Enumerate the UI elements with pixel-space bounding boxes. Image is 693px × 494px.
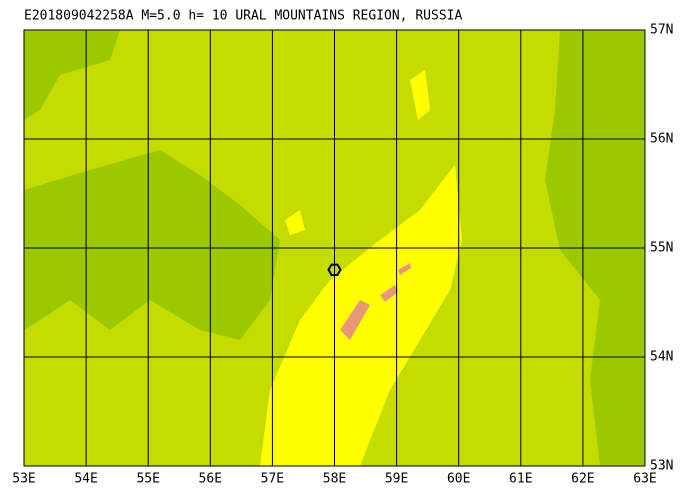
epicenter	[327, 263, 342, 276]
lon-label: 58E	[323, 472, 346, 487]
lat-label: 53N	[650, 459, 673, 474]
lat-label: 55N	[650, 241, 673, 256]
lon-label: 63E	[633, 472, 656, 487]
lat-label: 54N	[650, 350, 673, 365]
lat-label: 57N	[650, 23, 673, 38]
lon-label: 57E	[261, 472, 284, 487]
lon-label: 61E	[509, 472, 532, 487]
lat-label: 56N	[650, 132, 673, 147]
lon-label: 56E	[199, 472, 222, 487]
lon-label: 62E	[571, 472, 594, 487]
lon-label: 53E	[12, 472, 35, 487]
lon-label: 55E	[136, 472, 159, 487]
lon-label: 54E	[74, 472, 97, 487]
map-title: E201809042258A M=5.0 h= 10 URAL MOUNTAIN…	[24, 9, 462, 24]
lon-label: 60E	[447, 472, 470, 487]
lon-label: 59E	[385, 472, 408, 487]
